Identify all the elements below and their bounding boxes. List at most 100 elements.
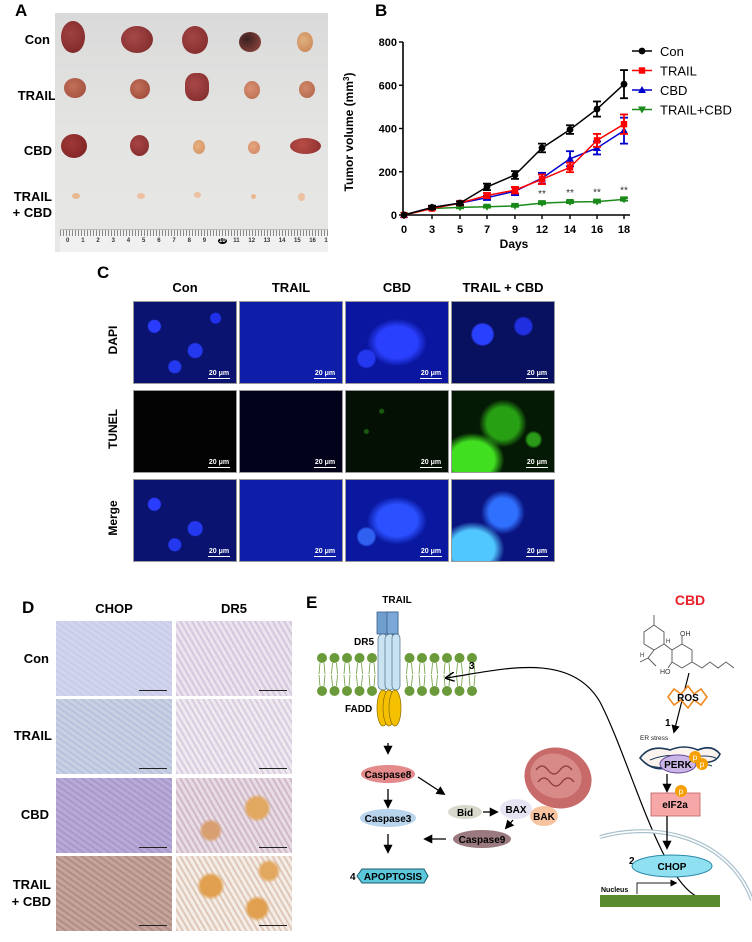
caspase3-node: [360, 809, 416, 827]
eif2a-label: eIF2a: [662, 800, 688, 811]
ruler: 0 1 2 3 4 5 6 7 8 9 10 11 12 13 14 15 16 1: [60, 229, 328, 252]
micrograph-merge-3: 20 μm: [451, 479, 555, 562]
panel-d-row-trail-cbd-line1: TRAIL: [12, 877, 51, 892]
scale-bar-label: 20 μm: [314, 370, 336, 377]
ruler-number: 3: [111, 238, 115, 244]
tumor: [121, 26, 153, 53]
ruler-number: 10: [218, 238, 227, 244]
x-tick-label: 9: [512, 224, 518, 236]
scale-bar-label: 20 μm: [526, 548, 548, 555]
panel-d-row-trail: TRAIL: [13, 728, 52, 743]
micrograph-tunel-1: 20 μm: [239, 390, 343, 473]
tumor-volume-chart: 0 200 400 600 800 0 3 5 7 9 12 14 16 18 ** ** ** ** Con T…: [342, 37, 732, 251]
scale-bar-label: 20 μm: [314, 548, 336, 555]
x-tick-label: 18: [618, 224, 630, 236]
phospho-label: p: [700, 760, 705, 769]
chop-label: CHOP: [658, 862, 687, 873]
scale-bar: 20 μm: [526, 459, 548, 468]
phospho-label: p: [693, 753, 698, 762]
scale-bar: [139, 768, 167, 769]
y-tick-label: 400: [379, 124, 397, 136]
phospho-icon: [696, 758, 708, 770]
phospho-label: p: [679, 787, 684, 796]
chop-node: [631, 854, 713, 878]
panel-c-row-merge: Merge: [106, 500, 120, 536]
scale-bar-label: 20 μm: [208, 370, 230, 377]
legend-item: TRAIL+CBD: [632, 103, 732, 118]
significance-marker: **: [538, 189, 546, 200]
ruler-number: 1: [81, 238, 85, 244]
ruler-number: 12: [248, 238, 256, 244]
caspase9-label: Caspase9: [459, 835, 506, 846]
legend-item: CBD: [632, 83, 687, 98]
tumor: [290, 138, 321, 154]
scale-bar: [139, 925, 167, 926]
bax-node: [500, 799, 532, 819]
ihc-chop-0: [56, 621, 172, 696]
chart-axes: 0 200 400 600 800 0 3 5 7 9 12 14 16 18: [379, 37, 630, 236]
scale-bar-label: 20 μm: [208, 459, 230, 466]
panel-c-row-tunel: TUNEL: [106, 409, 120, 449]
y-tick-label: 800: [379, 37, 397, 49]
h-label-2: H: [640, 653, 644, 659]
tumor-photograph: 0 1 2 3 4 5 6 7 8 9 10 11 12 13 14 15 16 1: [55, 13, 328, 252]
panel-a-row-trail-cbd-line1: TRAIL: [13, 189, 52, 204]
dr5-label: DR5: [354, 637, 374, 648]
scale-bar: 20 μm: [208, 548, 230, 557]
pathway-diagram: TRAIL DR5 FADD Caspase8 Caspase3 Bid BAX…: [317, 592, 752, 907]
scale-bar: [259, 847, 287, 848]
panel-d-label: D: [22, 598, 35, 617]
tumor: [185, 73, 209, 101]
scale-bar-label: 20 μm: [526, 459, 548, 466]
trail-ligand: [376, 611, 399, 635]
chart-legend: Con TRAIL CBD TRAIL+CBD: [632, 44, 732, 118]
ihc-dr5-1: [176, 699, 292, 774]
ihc-dr5-0: [176, 621, 292, 696]
panel-d-col-chop: CHOP: [95, 601, 133, 616]
scale-bar: [259, 925, 287, 926]
ruler-number: 1: [324, 238, 328, 244]
micrograph-merge-0: 20 μm: [133, 479, 237, 562]
panel-a-row-trail-cbd-line2: + CBD: [12, 205, 52, 220]
tumor: [137, 193, 145, 199]
legend-label: TRAIL: [660, 64, 697, 79]
ruler-number: 16: [309, 238, 316, 244]
scale-bar: 20 μm: [420, 370, 442, 379]
micrograph-dapi-1: 20 μm: [239, 301, 343, 384]
y-axis-label: Tumor volume (mm3): [342, 73, 356, 192]
step-2-label: 2: [629, 856, 635, 867]
scale-bar: 20 μm: [420, 459, 442, 468]
tumor: [194, 192, 201, 198]
h-label-1: H: [666, 639, 670, 645]
scale-bar: [139, 690, 167, 691]
fadd-protein: [376, 689, 402, 727]
ruler-number: 4: [126, 238, 131, 244]
ros-label: ROS: [677, 693, 699, 704]
y-tick-label: 200: [379, 167, 397, 179]
caspase8-label: Caspase8: [365, 770, 412, 781]
ihc-dr5-3: [176, 856, 292, 931]
step-4-label: 4: [350, 872, 356, 883]
scale-bar: [259, 690, 287, 691]
bak-node: [530, 806, 558, 826]
x-tick-label: 14: [564, 224, 577, 236]
tumor: [244, 81, 260, 99]
apoptosis-node: [356, 868, 429, 884]
dr5-receptor: [377, 633, 401, 691]
tumor: [297, 32, 313, 52]
micrograph-dapi-0: 20 μm: [133, 301, 237, 384]
panel-e-label: E: [306, 593, 318, 612]
scale-bar: [139, 847, 167, 848]
scale-bar-label: 20 μm: [420, 459, 442, 466]
x-tick-label: 7: [484, 224, 490, 236]
ruler-number: 11: [233, 238, 240, 244]
panel-c-label: C: [97, 263, 110, 282]
scale-bar: 20 μm: [314, 370, 336, 379]
ruler-number: 8: [187, 238, 191, 244]
ihc-dr5-2: [176, 778, 292, 853]
panel-a-row-trail: TRAIL: [17, 88, 56, 103]
ihc-chop-3: [56, 856, 172, 931]
tumor: [239, 32, 261, 52]
caspase3-label: Caspase3: [365, 814, 412, 825]
fadd-label: FADD: [345, 704, 372, 715]
